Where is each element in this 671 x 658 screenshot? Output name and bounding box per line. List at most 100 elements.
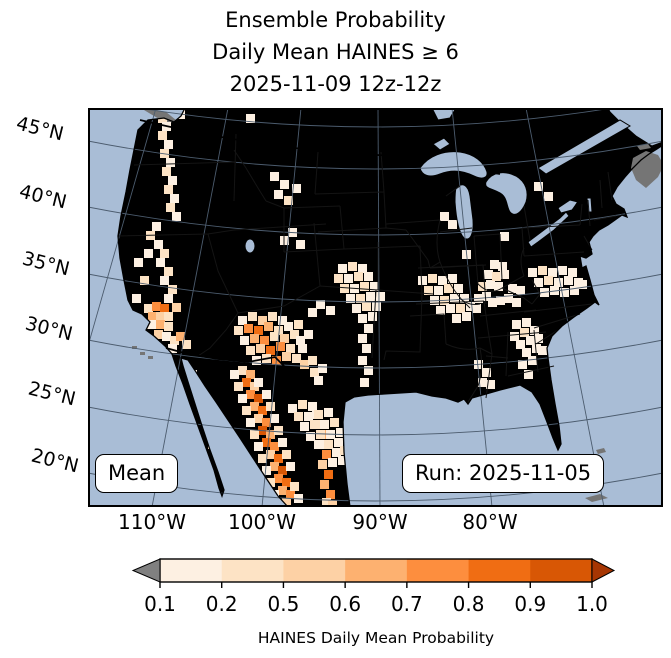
lon-label-90w: 90°W: [352, 510, 408, 534]
probability-cell: [304, 330, 313, 339]
probability-cell: [364, 366, 373, 375]
probability-cell: [286, 462, 295, 471]
probability-cell: [266, 430, 275, 439]
probability-cell: [170, 336, 179, 345]
title-line-2: Daily Mean HAINES ≥ 6: [212, 40, 459, 64]
probability-cell: [528, 268, 537, 277]
probability-cell: [360, 282, 369, 291]
probability-cell: [246, 346, 255, 355]
probability-cell: [310, 420, 319, 429]
probability-cell: [498, 262, 507, 271]
colorbar-tick-label: 0.2: [206, 592, 238, 616]
lon-label-110w: 110°W: [118, 510, 186, 534]
probability-cell: [262, 466, 271, 475]
probability-cell: [314, 440, 323, 449]
probability-cell: [308, 308, 317, 317]
colorbar: 0.1 0.2 0.5 0.6 0.7 0.8 0.9 1.0 HAINES Daily Me…: [131, 558, 616, 647]
probability-cell: [168, 344, 177, 353]
probability-cell: [484, 270, 493, 279]
probability-cell: [270, 332, 279, 341]
colorbar-tick-labels: 0.1 0.2 0.5 0.6 0.7 0.8 0.9 1.0: [144, 592, 608, 616]
probability-cell: [152, 302, 161, 311]
probability-cell: [148, 320, 157, 329]
probability-cell: [326, 490, 335, 499]
probability-cell: [578, 280, 587, 289]
probability-cell: [250, 402, 259, 411]
probability-cell: [262, 418, 271, 427]
probability-cell: [168, 285, 177, 294]
probability-cell: [290, 330, 299, 339]
probability-cell: [308, 402, 317, 411]
probability-cell: [234, 326, 243, 335]
probability-cell: [248, 312, 257, 321]
probability-cell: [370, 282, 379, 291]
probability-cell: [274, 326, 283, 335]
probability-cell: [294, 320, 303, 329]
probability-cell: [314, 410, 323, 419]
probability-cell: [274, 454, 283, 463]
probability-cell: [324, 440, 333, 449]
probability-cell: [554, 278, 563, 287]
probability-cell: [346, 294, 355, 303]
probability-cell: [182, 340, 191, 349]
probability-cell: [456, 304, 465, 313]
probability-cell: [266, 402, 275, 411]
colorbar-tick-label: 0.5: [268, 592, 300, 616]
probability-cell: [348, 262, 357, 271]
probability-cell: [290, 482, 299, 491]
probability-cell: [478, 282, 487, 291]
probability-cell: [274, 190, 283, 199]
probability-cell: [156, 312, 165, 321]
probability-cell: [280, 180, 289, 189]
probability-cell: [300, 422, 309, 431]
colorbar-segment: [221, 559, 284, 582]
probability-cell: [286, 344, 295, 353]
colorbar-segment: [345, 559, 408, 582]
figure-title: Ensemble Probability Daily Mean HAINES ≥…: [48, 4, 623, 100]
probability-cell: [144, 249, 153, 258]
probability-cell: [282, 450, 291, 459]
probability-cell: [300, 360, 309, 369]
probability-cell: [376, 292, 385, 301]
probability-cell: [538, 266, 547, 275]
probability-cell: [512, 298, 521, 307]
probability-cell: [154, 330, 163, 339]
colorbar-ticks: [159, 582, 593, 588]
probability-cell: [362, 302, 371, 311]
probability-cell: [446, 304, 455, 313]
probability-cell: [298, 400, 307, 409]
probability-cell: [152, 222, 161, 231]
colorbar-tick-label: 0.7: [391, 592, 423, 616]
probability-cell: [462, 312, 471, 321]
probability-cell: [520, 328, 529, 337]
probability-cell: [238, 316, 247, 325]
probability-cell: [316, 300, 325, 309]
probability-cell: [316, 430, 325, 439]
probability-cell: [356, 294, 365, 303]
probability-cell: [292, 184, 301, 193]
probability-cell: [234, 382, 243, 391]
probability-cell: [354, 272, 363, 281]
probability-cell: [242, 378, 251, 387]
map-panel: [41, 97, 669, 508]
mean-label: Mean: [108, 461, 166, 485]
probability-cell: [242, 406, 251, 415]
probability-cell: [282, 498, 291, 507]
probability-cell: [320, 480, 329, 489]
probability-cell: [518, 360, 527, 369]
probability-cell: [264, 322, 273, 331]
map-canvas: [41, 97, 669, 508]
probability-cell: [176, 332, 185, 341]
probability-cell: [364, 324, 373, 333]
probability-cell: [318, 364, 327, 373]
probability-cell: [494, 282, 503, 291]
probability-cell: [490, 260, 499, 269]
probability-cell: [478, 378, 487, 387]
probability-cell: [322, 450, 331, 459]
probability-cell: [538, 346, 547, 355]
probability-cell: [170, 194, 179, 203]
probability-cell: [280, 334, 289, 343]
probability-cell: [522, 318, 531, 327]
probability-cell: [168, 176, 177, 185]
